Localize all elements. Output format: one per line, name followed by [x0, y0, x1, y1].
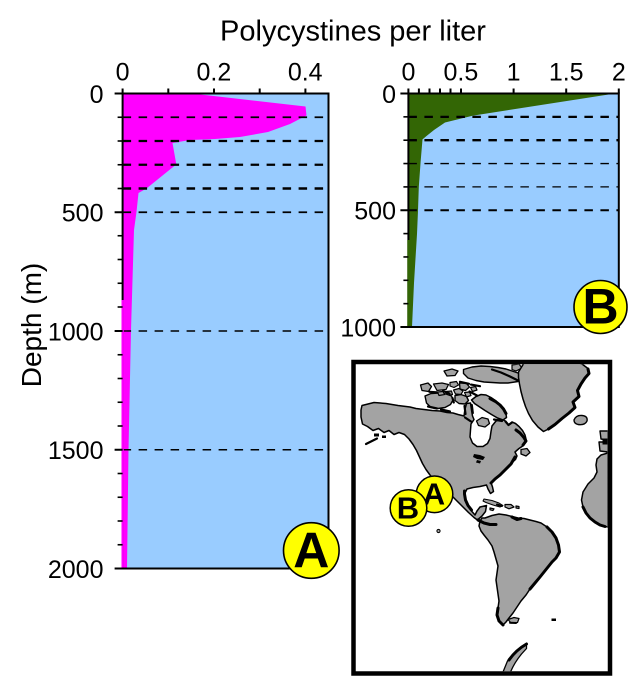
svg-text:0: 0 [401, 59, 415, 87]
svg-text:2: 2 [612, 59, 626, 87]
svg-text:0.5: 0.5 [444, 59, 479, 87]
svg-text:B: B [397, 491, 419, 526]
svg-text:0: 0 [90, 81, 104, 109]
svg-text:0: 0 [382, 81, 396, 109]
svg-text:0.4: 0.4 [288, 59, 323, 87]
svg-text:1.5: 1.5 [549, 59, 584, 87]
svg-text:0: 0 [116, 59, 130, 87]
svg-text:0.2: 0.2 [197, 59, 232, 87]
svg-text:500: 500 [62, 200, 104, 228]
svg-text:B: B [582, 279, 618, 335]
svg-text:1: 1 [507, 59, 521, 87]
svg-text:Polycystines per liter: Polycystines per liter [220, 16, 486, 48]
svg-text:500: 500 [354, 198, 396, 226]
svg-text:1500: 1500 [48, 437, 104, 465]
svg-text:2000: 2000 [48, 556, 104, 584]
svg-text:1000: 1000 [48, 318, 104, 346]
svg-text:Depth (m): Depth (m) [16, 263, 47, 387]
svg-text:A: A [423, 477, 445, 512]
svg-text:1000: 1000 [340, 314, 396, 342]
svg-text:A: A [293, 523, 329, 579]
